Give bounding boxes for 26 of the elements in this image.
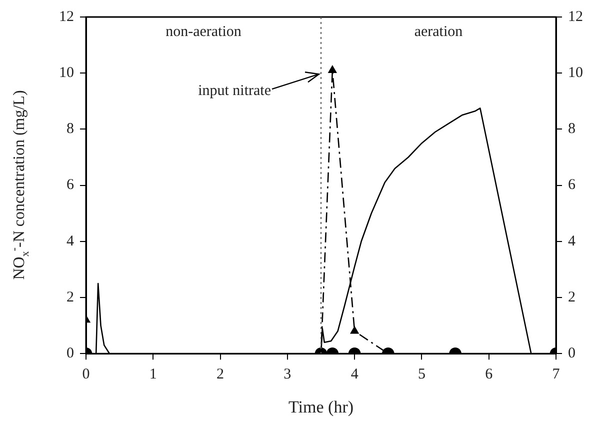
y-tick-label: 0 (66, 346, 74, 362)
annotation: non-aeration (166, 24, 242, 40)
x-tick-label: 3 (284, 366, 292, 383)
x-tick-label: 2 (216, 366, 224, 383)
x-tick-label: 4 (350, 366, 359, 383)
y-tick-label: 6 (66, 177, 74, 194)
annotation: input nitrate (198, 83, 272, 100)
y2-tick-label: 2 (568, 289, 576, 306)
y-tick-label: 8 (66, 121, 74, 138)
y2-tick-label: 10 (568, 65, 583, 82)
y-tick-label: 12 (59, 8, 74, 25)
y-tick-label: 4 (66, 233, 74, 250)
y2-tick-label: 12 (568, 8, 583, 25)
y2-tick-label: 0 (568, 346, 576, 362)
x-tick-label: 5 (418, 366, 426, 383)
x-tick-label: 0 (82, 366, 90, 383)
y-tick-label: 2 (66, 289, 74, 306)
x-axis-title: Time (hr) (288, 397, 354, 416)
annotation: aeration (414, 24, 464, 40)
x-tick-label: 1 (149, 366, 157, 383)
y2-tick-label: 4 (568, 233, 576, 250)
y2-tick-label: 6 (568, 177, 576, 194)
y2-tick-label: 8 (568, 121, 576, 138)
x-tick-label: 6 (485, 366, 494, 383)
x-tick-label: 7 (552, 366, 560, 383)
y-tick-label: 10 (59, 65, 74, 82)
